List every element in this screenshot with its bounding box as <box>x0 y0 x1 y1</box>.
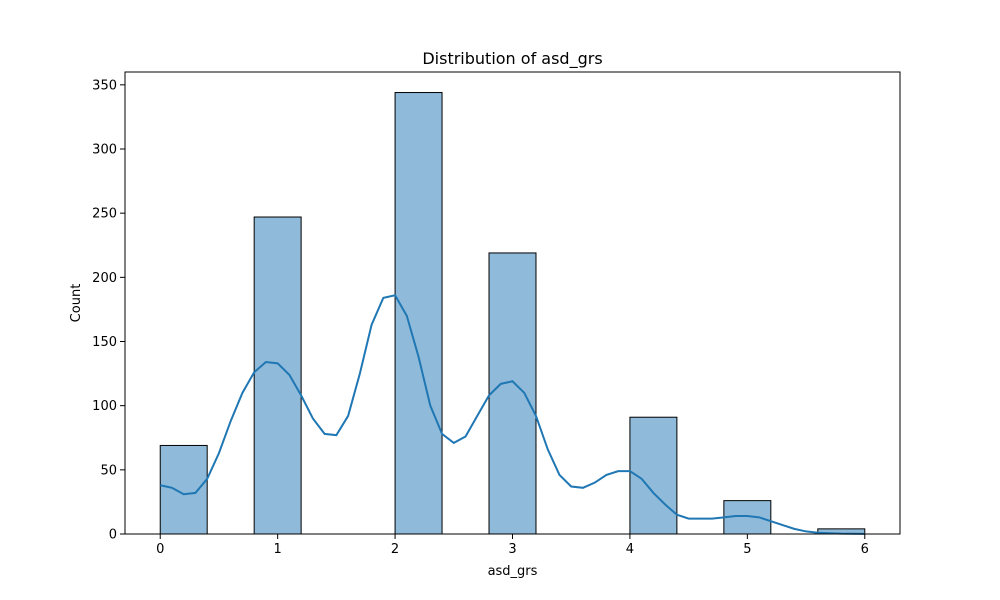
y-tick-label: 350 <box>92 78 117 93</box>
histogram-bar-2 <box>394 92 443 535</box>
histogram-bar-3 <box>488 252 537 535</box>
x-tick-label: 5 <box>743 542 751 557</box>
y-tick-label: 100 <box>92 399 117 414</box>
bars-group <box>159 92 866 535</box>
x-tick-label: 0 <box>156 542 164 557</box>
x-tick-label: 6 <box>861 542 869 557</box>
x-tick-label: 4 <box>626 542 634 557</box>
y-tick-label: 250 <box>92 207 117 222</box>
y-tick-label: 50 <box>100 463 117 478</box>
y-axis: 0 50 100 150 200 250 300 350 <box>92 78 125 543</box>
histogram-bar-1 <box>253 216 302 535</box>
x-tick-label: 3 <box>508 542 516 557</box>
y-tick-label: 0 <box>109 528 117 543</box>
kde-line <box>160 294 865 535</box>
histogram-bar-0 <box>159 444 208 535</box>
y-tick-label: 200 <box>92 271 117 286</box>
x-axis: 0 1 2 3 4 5 6 <box>156 534 869 557</box>
y-axis-label: Count <box>69 284 84 323</box>
chart-title: Distribution of asd_grs <box>422 49 602 69</box>
y-tick-label: 300 <box>92 143 117 158</box>
y-tick-label: 150 <box>92 335 117 350</box>
x-tick-label: 1 <box>274 542 282 557</box>
x-tick-label: 2 <box>391 542 399 557</box>
x-axis-label: asd_grs <box>488 564 538 579</box>
